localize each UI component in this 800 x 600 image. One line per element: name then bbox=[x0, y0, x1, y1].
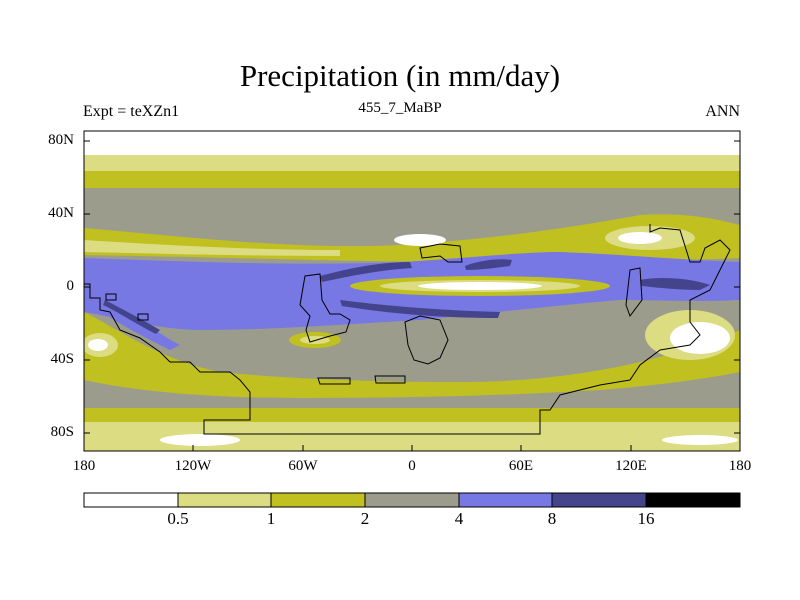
colorbar-level-label: 16 bbox=[637, 509, 655, 528]
x-tick-label: 120E bbox=[615, 458, 647, 474]
colorbar-swatch-1 bbox=[83, 492, 179, 508]
y-tick-label: 40S bbox=[50, 351, 74, 367]
map-title: Precipitation (in mm/day) bbox=[239, 58, 561, 93]
x-tick-label: 180 bbox=[728, 458, 752, 474]
y-tick-label: 80S bbox=[50, 424, 74, 440]
colorbar-swatch-5 bbox=[458, 492, 553, 508]
colorbar-swatch-4 bbox=[364, 492, 460, 508]
colorbar-swatch-7 bbox=[645, 492, 741, 508]
colorbar-swatch-6 bbox=[551, 492, 647, 508]
colorbar-level-label: 8 bbox=[547, 509, 557, 528]
x-tick-label: 180 bbox=[72, 458, 96, 474]
season-label: ANN bbox=[705, 103, 740, 120]
experiment-label: Expt = teXZn1 bbox=[83, 103, 180, 120]
colorbar-level-label: 4 bbox=[454, 509, 464, 528]
x-tick-label: 120W bbox=[174, 458, 212, 474]
colorbar-swatch-3 bbox=[270, 492, 366, 508]
x-tick-label: 0 bbox=[408, 458, 416, 474]
y-tick-label: 80N bbox=[48, 132, 74, 148]
y-tick-label: 40N bbox=[48, 205, 74, 221]
y-tick-label: 0 bbox=[66, 278, 75, 294]
precipitation-field bbox=[84, 131, 740, 451]
x-tick-label: 60W bbox=[288, 458, 318, 474]
colorbar bbox=[83, 492, 741, 508]
coastlines bbox=[84, 224, 731, 435]
colorbar-swatch-2 bbox=[177, 492, 272, 508]
colorbar-level-label: 2 bbox=[360, 509, 370, 528]
colorbar-level-label: 0.5 bbox=[167, 509, 189, 528]
colorbar-level-label: 1 bbox=[266, 509, 276, 528]
period-label: 455_7_MaBP bbox=[358, 100, 442, 116]
x-tick-label: 60E bbox=[508, 458, 534, 474]
